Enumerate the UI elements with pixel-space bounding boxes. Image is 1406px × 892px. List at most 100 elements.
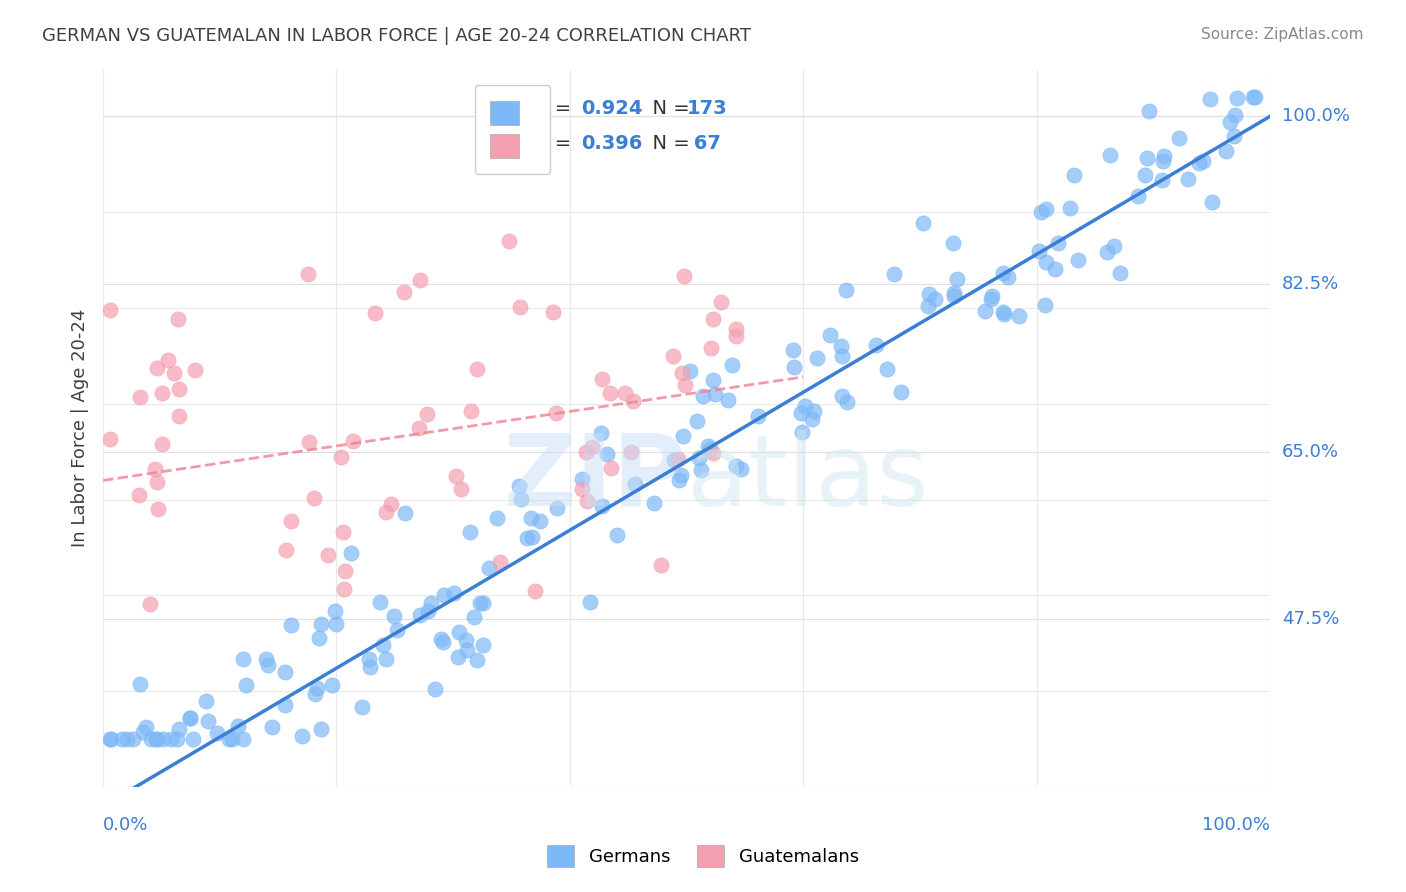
Point [1241,90,1264,104]
Point [166,732,188,747]
Point [392,285,415,299]
Text: ZIP: ZIP [503,430,686,526]
Point [318,549,340,563]
Point [419,596,441,610]
Point [291,729,314,743]
Point [993,307,1015,321]
Point [460,404,482,418]
Point [783,359,806,374]
Legend: , : , [475,86,550,174]
Point [1223,108,1246,122]
Point [262,720,284,734]
Point [747,409,769,423]
Point [991,305,1014,319]
Text: Source: ZipAtlas.com: Source: ZipAtlas.com [1201,27,1364,42]
Point [146,475,169,489]
Point [1097,244,1119,259]
Point [692,389,714,403]
Point [375,505,398,519]
Point [323,604,346,618]
Point [782,343,804,357]
Point [1136,151,1159,165]
Point [725,458,748,473]
Point [1035,255,1057,269]
Point [444,468,467,483]
Point [228,719,250,733]
Point [571,472,593,486]
Text: atlas: atlas [686,430,928,526]
Point [447,625,470,640]
Point [342,434,364,449]
Point [516,532,538,546]
Point [596,447,619,461]
Point [546,501,568,516]
Point [1243,90,1265,104]
Y-axis label: In Labor Force | Age 20-24: In Labor Force | Age 20-24 [72,309,89,547]
Point [160,732,183,747]
Point [1177,172,1199,186]
Point [820,327,842,342]
Point [725,328,748,343]
Point [668,473,690,487]
Point [135,720,157,734]
Point [924,292,946,306]
Point [359,652,381,666]
Point [330,450,353,464]
Point [146,502,169,516]
Point [425,682,447,697]
Text: 0.924: 0.924 [582,98,643,118]
Point [471,638,494,652]
Point [1029,205,1052,219]
Point [1153,149,1175,163]
Point [865,338,887,352]
Point [309,617,332,632]
Point [599,386,621,401]
Point [1192,154,1215,169]
Point [129,390,152,404]
Point [297,435,319,450]
Point [685,414,707,428]
Point [418,604,440,618]
Point [478,561,501,575]
Point [302,491,325,506]
Text: 0.396: 0.396 [582,135,643,153]
Point [876,361,898,376]
Point [1167,130,1189,145]
Point [256,657,278,672]
Point [280,618,302,632]
Point [1133,168,1156,182]
Point [325,617,347,632]
Point [179,711,201,725]
Point [139,597,162,611]
Point [184,363,207,377]
Point [304,687,326,701]
Point [98,432,121,446]
Text: 100.0%: 100.0% [1202,815,1270,834]
Point [1188,156,1211,170]
Point [181,732,204,747]
Point [1067,252,1090,267]
Point [672,429,695,443]
Point [803,404,825,418]
Point [456,643,478,657]
Point [132,724,155,739]
Point [333,564,356,578]
Point [980,289,1002,303]
Point [471,596,494,610]
Point [1109,266,1132,280]
Point [1043,262,1066,277]
Point [340,546,363,560]
Point [790,406,813,420]
Point [942,235,965,250]
Point [1059,201,1081,215]
Point [274,698,297,713]
Point [699,442,721,456]
Text: 65.0%: 65.0% [1282,442,1339,460]
Point [359,660,381,674]
Point [806,351,828,366]
Point [128,677,150,691]
Text: 67: 67 [686,135,720,153]
Point [111,732,134,747]
Point [205,725,228,739]
Point [309,722,332,736]
